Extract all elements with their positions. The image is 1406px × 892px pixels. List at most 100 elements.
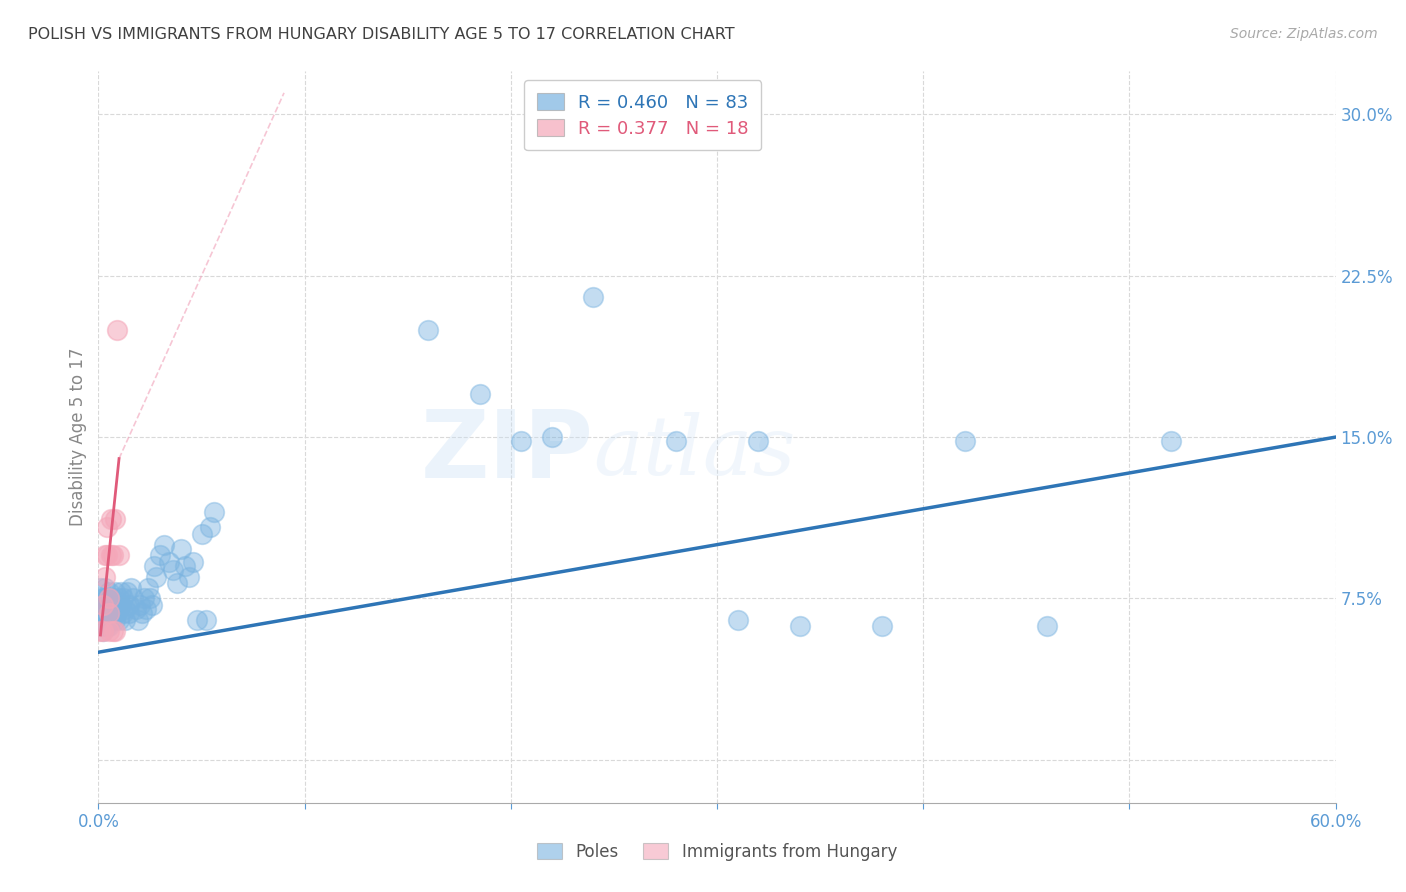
Point (108, 549, 131, 563)
Point (100, 549, 122, 563)
Point (96, 591, 118, 606)
Point (104, 624, 127, 638)
Point (96, 619, 118, 633)
Point (105, 598, 128, 612)
Point (145, 570, 167, 584)
Point (100, 591, 122, 606)
Point (93, 549, 115, 563)
Point (97, 607, 120, 621)
Point (96, 607, 118, 621)
Point (135, 602, 157, 616)
Point (97, 598, 120, 612)
Point (97, 607, 120, 621)
Point (101, 607, 124, 621)
Point (91, 624, 114, 638)
Point (202, 505, 225, 519)
Point (93, 581, 115, 595)
Point (100, 512, 122, 526)
Point (101, 624, 124, 638)
Point (127, 613, 149, 627)
Point (727, 613, 749, 627)
Legend: Poles, Immigrants from Hungary: Poles, Immigrants from Hungary (530, 837, 904, 868)
Point (1036, 619, 1059, 633)
Point (104, 512, 127, 526)
Point (128, 598, 150, 612)
Point (101, 598, 124, 612)
Point (97, 619, 120, 633)
Point (104, 585, 127, 599)
Point (110, 598, 132, 612)
Point (153, 538, 176, 552)
Point (582, 290, 605, 304)
Point (93, 591, 115, 606)
Point (108, 591, 131, 606)
Point (124, 602, 146, 616)
Point (104, 613, 127, 627)
Point (89, 624, 111, 638)
Point (120, 581, 142, 595)
Point (96, 602, 118, 616)
Point (108, 613, 131, 627)
Point (96, 520, 118, 534)
Point (101, 591, 124, 606)
Point (541, 430, 564, 444)
Point (101, 549, 124, 563)
Point (104, 602, 127, 616)
Point (468, 387, 491, 401)
Point (149, 549, 172, 563)
Point (112, 591, 135, 606)
Point (179, 570, 201, 584)
Point (93, 570, 115, 584)
Point (91, 624, 114, 638)
Point (122, 591, 145, 606)
Point (162, 564, 184, 578)
Point (89, 581, 111, 595)
Point (510, 434, 533, 449)
Y-axis label: Disability Age 5 to 17: Disability Age 5 to 17 (69, 348, 87, 526)
Point (110, 585, 132, 599)
Point (114, 602, 136, 616)
Point (139, 591, 162, 606)
Point (747, 434, 769, 449)
Point (198, 520, 221, 534)
Point (118, 607, 141, 621)
Point (93, 598, 115, 612)
Point (105, 607, 128, 621)
Point (97, 624, 120, 638)
Point (100, 602, 122, 616)
Point (789, 619, 811, 633)
Point (143, 559, 166, 574)
Point (91, 613, 114, 627)
Point (89, 607, 111, 621)
Point (953, 434, 976, 449)
Point (190, 527, 212, 541)
Point (117, 585, 139, 599)
Point (141, 598, 163, 612)
Point (91, 602, 114, 616)
Point (181, 555, 204, 569)
Point (170, 541, 193, 556)
Text: POLISH VS IMMIGRANTS FROM HUNGARY DISABILITY AGE 5 TO 17 CORRELATION CHART: POLISH VS IMMIGRANTS FROM HUNGARY DISABI… (28, 27, 735, 42)
Point (108, 602, 131, 616)
Point (665, 434, 688, 449)
Point (1160, 434, 1182, 449)
Point (166, 576, 188, 591)
Point (118, 598, 141, 612)
Point (93, 607, 115, 621)
Point (186, 613, 208, 627)
Point (136, 581, 159, 595)
Point (105, 322, 128, 336)
Point (870, 619, 893, 633)
Text: ZIP: ZIP (420, 406, 593, 498)
Point (96, 549, 118, 563)
Point (97, 585, 120, 599)
Point (132, 591, 155, 606)
Point (100, 613, 122, 627)
Text: atlas: atlas (593, 412, 796, 491)
Point (157, 555, 180, 569)
Point (89, 598, 111, 612)
Point (114, 613, 136, 627)
Point (97, 591, 120, 606)
Point (112, 607, 135, 621)
Point (194, 613, 217, 627)
